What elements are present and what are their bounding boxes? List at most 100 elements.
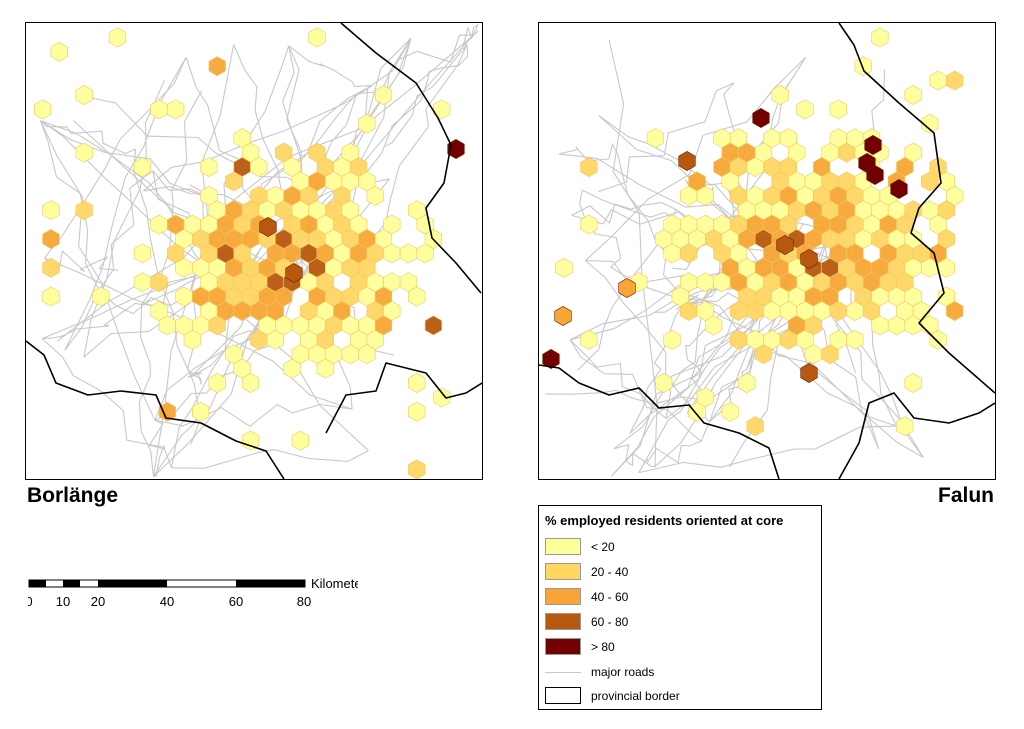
road	[665, 302, 702, 419]
hex-cell	[416, 243, 434, 264]
road	[83, 79, 166, 358]
road	[417, 44, 469, 104]
road	[64, 170, 154, 351]
road	[569, 339, 667, 419]
hex-cell	[241, 373, 260, 393]
hex-cell	[433, 99, 451, 120]
legend-item-label: > 80	[591, 640, 615, 654]
hex-cell	[796, 99, 814, 120]
road	[152, 44, 235, 477]
legend-item-label: 40 - 60	[591, 590, 629, 604]
hex-cell	[721, 401, 739, 422]
road	[629, 304, 684, 434]
hexagon-grid	[34, 27, 465, 479]
hex-cell	[866, 165, 884, 185]
hex-cell	[752, 108, 770, 128]
map-legend: % employed residents oriented at core < …	[538, 505, 822, 710]
borlange-map-svg	[26, 23, 482, 479]
hex-cell	[696, 185, 714, 206]
hex-cell	[50, 41, 68, 62]
scale-bar-segment	[98, 580, 167, 587]
hex-cell	[929, 329, 947, 350]
hex-cell	[776, 235, 794, 255]
falun-label: Falun	[938, 484, 994, 507]
hex-cell	[183, 329, 201, 350]
hex-cell	[133, 243, 151, 264]
scale-bar-segment	[29, 580, 46, 587]
hex-cell	[308, 27, 326, 48]
hex-cell	[678, 151, 696, 171]
hex-cell	[266, 329, 285, 350]
hex-cell	[946, 301, 964, 321]
hexagon-grid	[542, 27, 964, 437]
road	[384, 44, 468, 147]
road	[187, 372, 202, 385]
provincial-border	[539, 23, 995, 479]
borlange-label: Borlänge	[27, 484, 119, 507]
hex-cell	[259, 217, 277, 237]
hex-cell	[433, 387, 451, 408]
legend-item-label: major roads	[591, 665, 655, 679]
legend-swatch	[545, 638, 581, 655]
road	[40, 120, 156, 421]
hex-cell	[34, 99, 52, 120]
scale-tick-label: 20	[91, 594, 105, 609]
road	[598, 82, 735, 193]
hex-cell	[904, 85, 922, 105]
legend-border-box	[545, 687, 581, 704]
legend-swatch	[545, 563, 581, 580]
road	[585, 259, 759, 311]
road	[42, 302, 142, 340]
hex-cell	[408, 286, 426, 307]
legend-swatch	[545, 588, 581, 605]
road	[462, 23, 479, 48]
hex-cell	[800, 363, 818, 383]
hex-cell	[542, 349, 560, 369]
hex-cell	[158, 401, 176, 422]
road	[233, 44, 287, 212]
hex-cell	[108, 27, 127, 48]
scale-bar: Kilometers 0 10 20 40 60 80	[28, 576, 358, 609]
road	[91, 97, 322, 198]
road	[585, 260, 711, 423]
hex-cell	[42, 286, 60, 307]
hex-cell	[42, 257, 60, 278]
hex-cell	[771, 85, 789, 105]
legend-item-label: < 20	[591, 540, 615, 554]
hex-cell	[846, 329, 864, 350]
hex-cell	[92, 286, 110, 307]
road	[154, 403, 353, 427]
hex-cell	[167, 99, 185, 120]
hex-cell	[864, 135, 882, 155]
road	[585, 57, 806, 261]
hex-cell	[42, 229, 60, 249]
hex-cell	[358, 113, 376, 134]
hex-cell	[408, 459, 426, 479]
hex-cell	[150, 99, 168, 120]
road	[569, 339, 702, 442]
hex-cell	[580, 329, 598, 350]
road	[141, 90, 202, 305]
hex-cell	[680, 243, 698, 264]
legend-swatch	[545, 538, 581, 555]
hex-cell	[241, 430, 260, 451]
hex-cell	[408, 401, 426, 422]
scale-tick-label: 80	[297, 594, 311, 609]
hex-cell	[133, 157, 151, 177]
legend-item-label: 20 - 40	[591, 565, 629, 579]
hex-cell	[358, 344, 376, 365]
falun-map	[538, 22, 996, 480]
hex-cell	[200, 157, 218, 177]
hex-cell	[738, 373, 756, 393]
hex-cell	[655, 373, 673, 393]
hex-cell	[408, 373, 426, 393]
hex-cell	[800, 249, 818, 269]
scale-tick-label: 60	[229, 594, 243, 609]
road	[579, 189, 625, 277]
scale-bar-unit: Kilometers	[311, 576, 358, 591]
scale-tick-label: 40	[160, 594, 174, 609]
hex-cell	[133, 272, 151, 293]
border-line	[539, 23, 995, 479]
hex-cell	[208, 56, 226, 77]
road	[41, 338, 173, 468]
